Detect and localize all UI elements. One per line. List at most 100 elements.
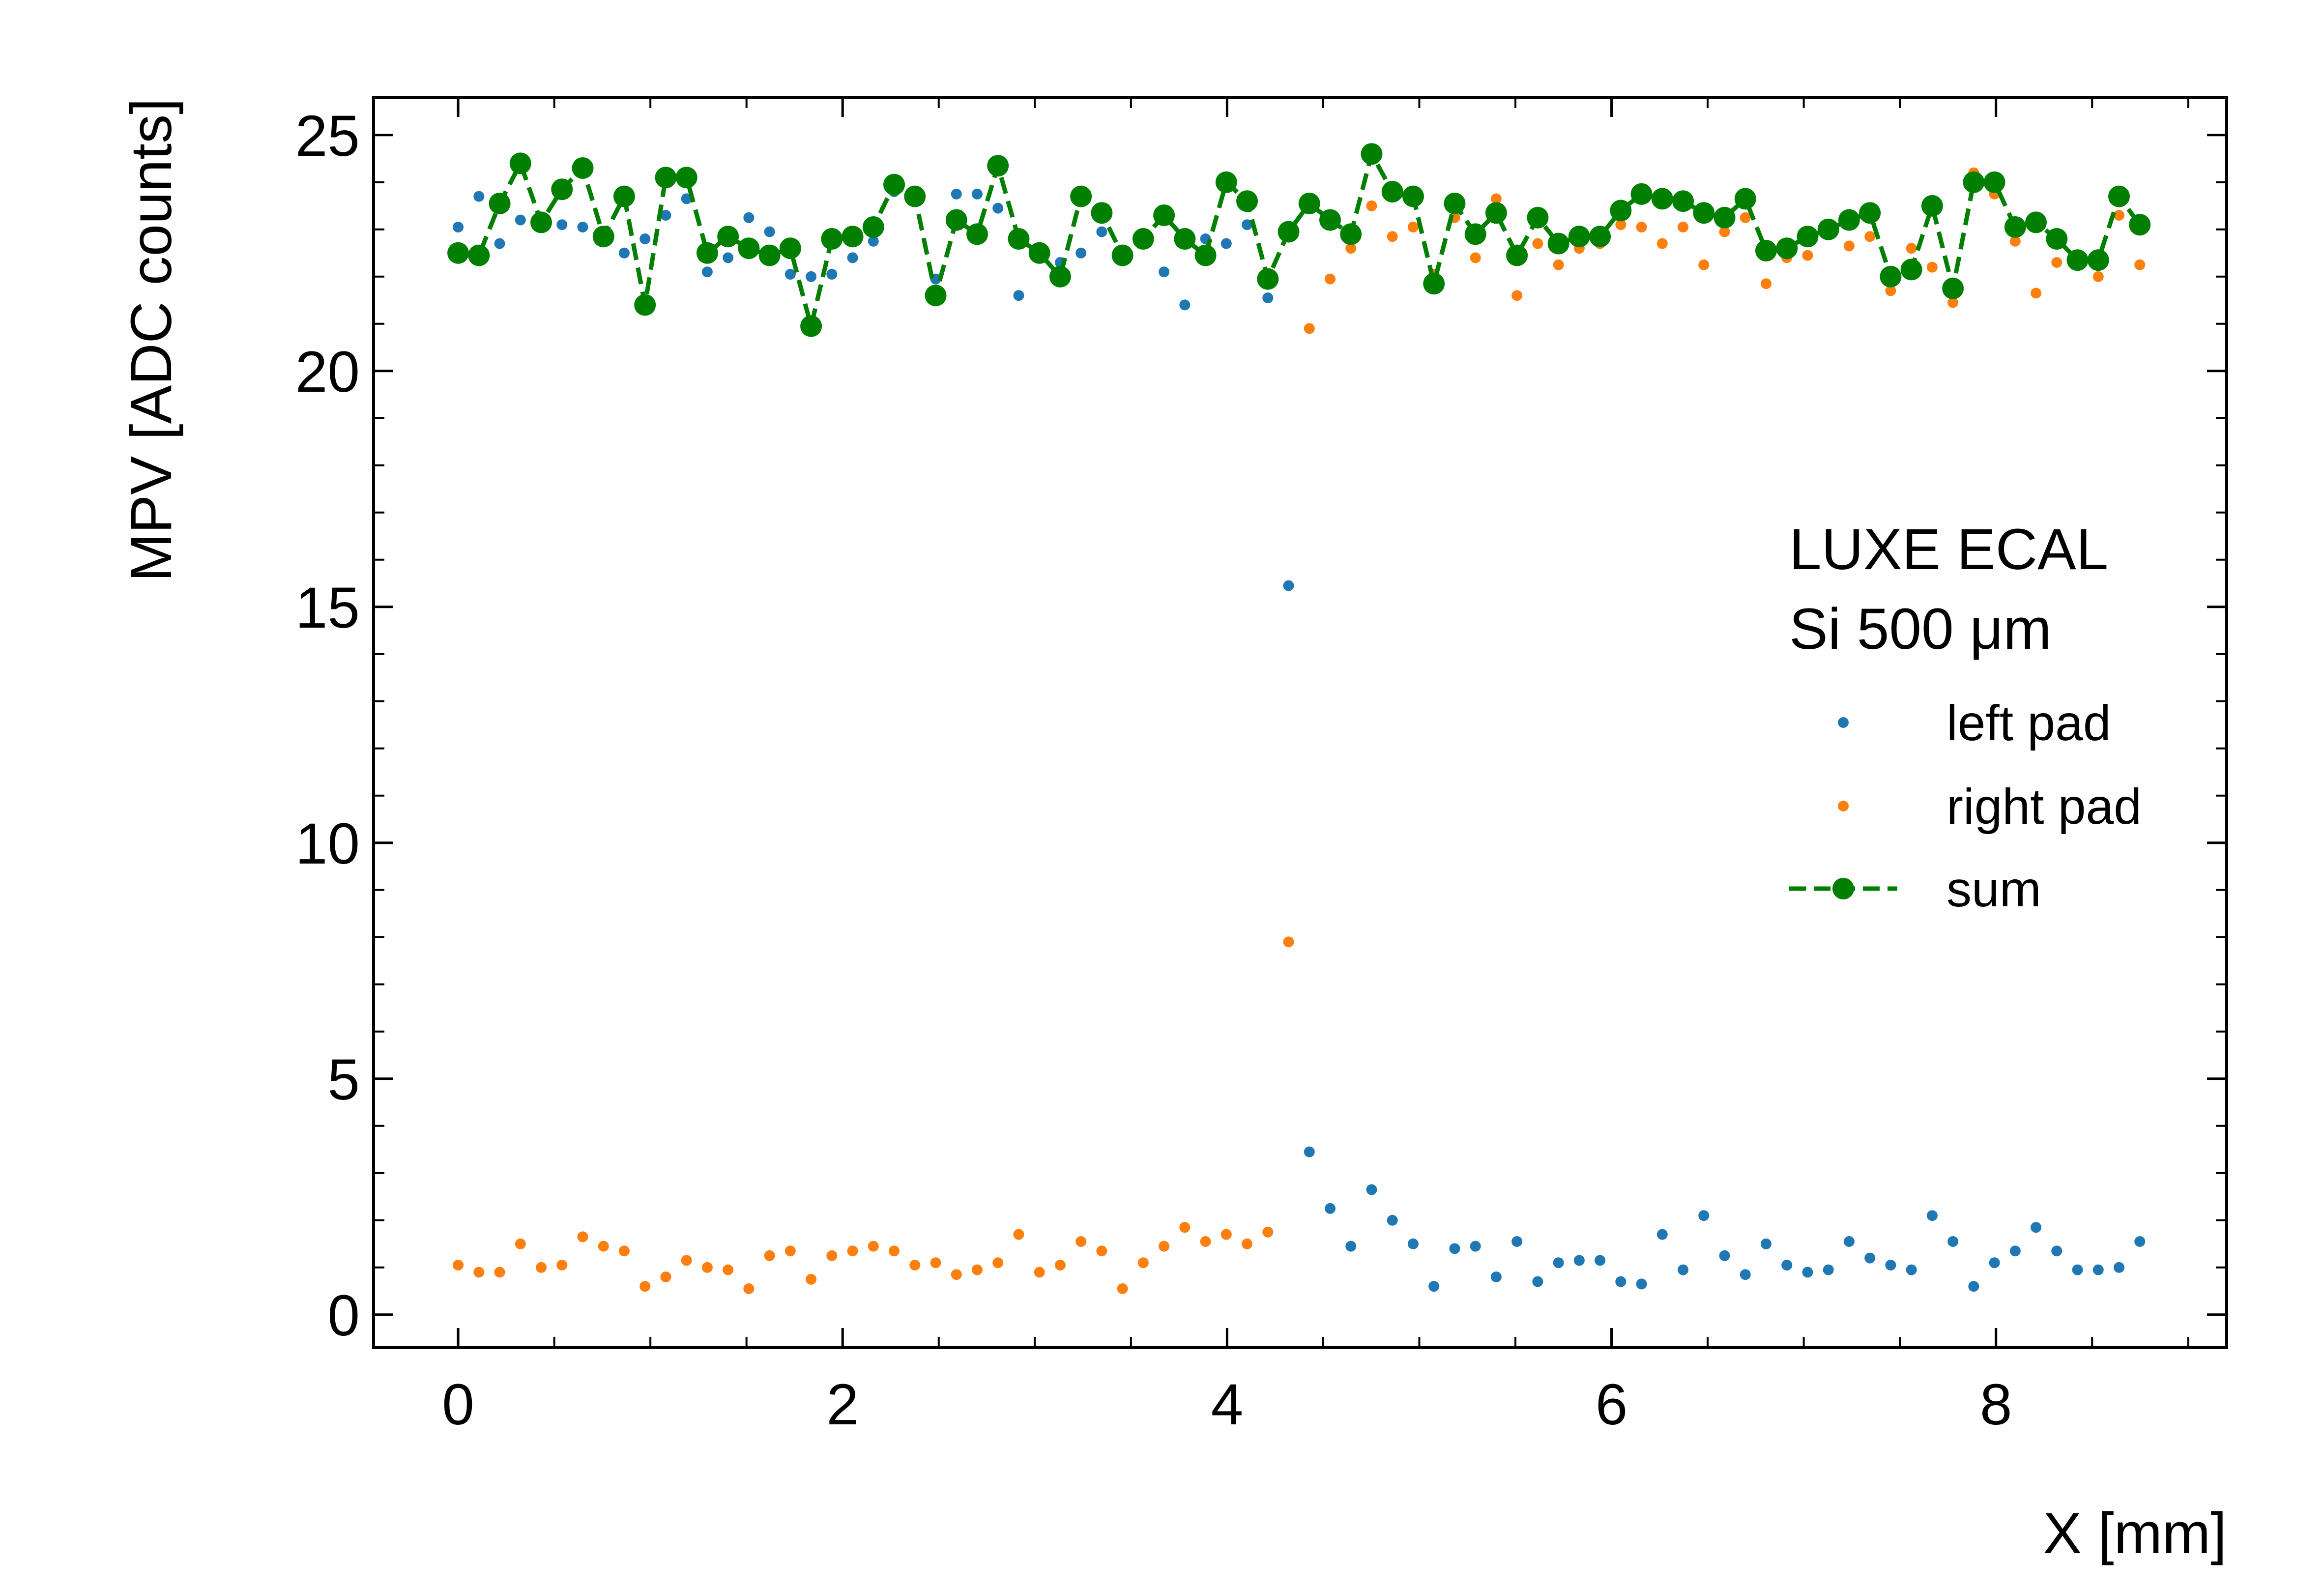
x-tick-label: 4 [1211,1372,1244,1437]
data-point [1615,1276,1627,1287]
data-point [1257,268,1279,290]
data-point [1672,190,1694,212]
data-point [1096,226,1107,237]
data-point [1595,1255,1606,1266]
data-point [1817,218,1839,240]
data-point [743,212,755,223]
data-point [1963,171,1985,193]
data-point [1802,1267,1813,1278]
data-point [1636,1278,1647,1290]
data-point [1610,200,1632,222]
data-point [826,269,838,280]
data-point [1527,206,1549,229]
legend-entry: right pad [1838,779,2142,835]
data-point [1345,1241,1357,1252]
data-point [945,209,967,231]
data-point [1740,212,1751,223]
legend-entry: left pad [1838,695,2111,751]
data-point [738,237,760,260]
data-point [530,211,552,233]
legend-entries: left pad right pad sum [1789,695,2142,917]
data-point [556,1260,568,1271]
data-point [675,167,697,189]
data-point [1490,1271,1502,1282]
data-point [784,269,796,280]
data-point [634,294,656,316]
data-point [883,173,905,196]
x-tick-label: 0 [442,1372,474,1437]
legend-label: left pad [1946,695,2111,751]
data-point [1880,265,1902,288]
y-tick-label: 0 [327,1283,360,1348]
data-point [1926,1210,1938,1221]
data-point [2046,228,2068,250]
data-point [1345,243,1357,254]
data-point [1838,209,1860,231]
data-point [1117,1283,1128,1294]
data-point [1402,185,1424,207]
data-point [1656,1229,1668,1240]
data-point [1304,1146,1315,1157]
data-point [1714,206,1736,229]
data-point [494,1267,505,1278]
data-point [930,1257,941,1269]
data-point [2025,211,2047,233]
data-point [1298,193,1320,214]
data-point [1719,226,1730,237]
data-point [800,315,822,337]
data-point [758,244,781,266]
data-point [1698,259,1710,270]
data-point [1075,1236,1087,1247]
data-point [847,252,858,263]
data-point [1615,219,1627,231]
data-point [1630,183,1653,205]
data-point [868,235,879,247]
data-point [862,216,884,238]
data-point [618,247,630,259]
data-point [592,226,614,248]
data-point [1407,1238,1419,1249]
data-point [1325,273,1336,285]
data-point [2108,185,2130,207]
data-point [2051,257,2063,268]
data-point [1278,221,1300,243]
legend: LUXE ECAL Si 500 μm left pad right pad sum [1789,517,2142,917]
data-point [1111,244,1133,266]
data-point [909,1260,921,1271]
sum-dashed-line [458,151,2142,329]
x-tick-label: 8 [1980,1372,2012,1437]
data-point [1942,277,1964,299]
y-tick-label: 20 [295,340,360,404]
data-point [1174,228,1196,250]
data-point [1236,190,1258,212]
data-point [1340,223,1362,245]
data-point [701,1262,713,1273]
x-tick-label: 2 [826,1372,859,1437]
data-point [1304,323,1315,334]
data-point [1656,238,1668,249]
data-point [2009,1245,2021,1257]
data-point [847,1245,858,1257]
data-point [1760,278,1772,289]
legend-label: sum [1946,861,2041,917]
data-point [1573,1255,1585,1266]
data-point [473,1267,485,1278]
data-point [1283,936,1294,948]
data-point [1983,171,2005,193]
data-point [473,191,485,202]
data-point [1698,1210,1710,1221]
data-point [821,228,843,250]
data-point [1159,266,1170,278]
data-point [1220,1229,1232,1240]
data-point [1968,1281,1979,1292]
data-point [1013,290,1024,301]
data-point [1802,250,1813,261]
data-point [2031,1222,2042,1233]
data-point [1823,1264,1834,1275]
y-tick-label: 5 [327,1047,360,1112]
data-point [1159,1241,1170,1252]
data-point [2134,259,2146,270]
data-point [1132,228,1154,250]
data-point [1200,1236,1211,1247]
data-point [2113,1262,2124,1273]
